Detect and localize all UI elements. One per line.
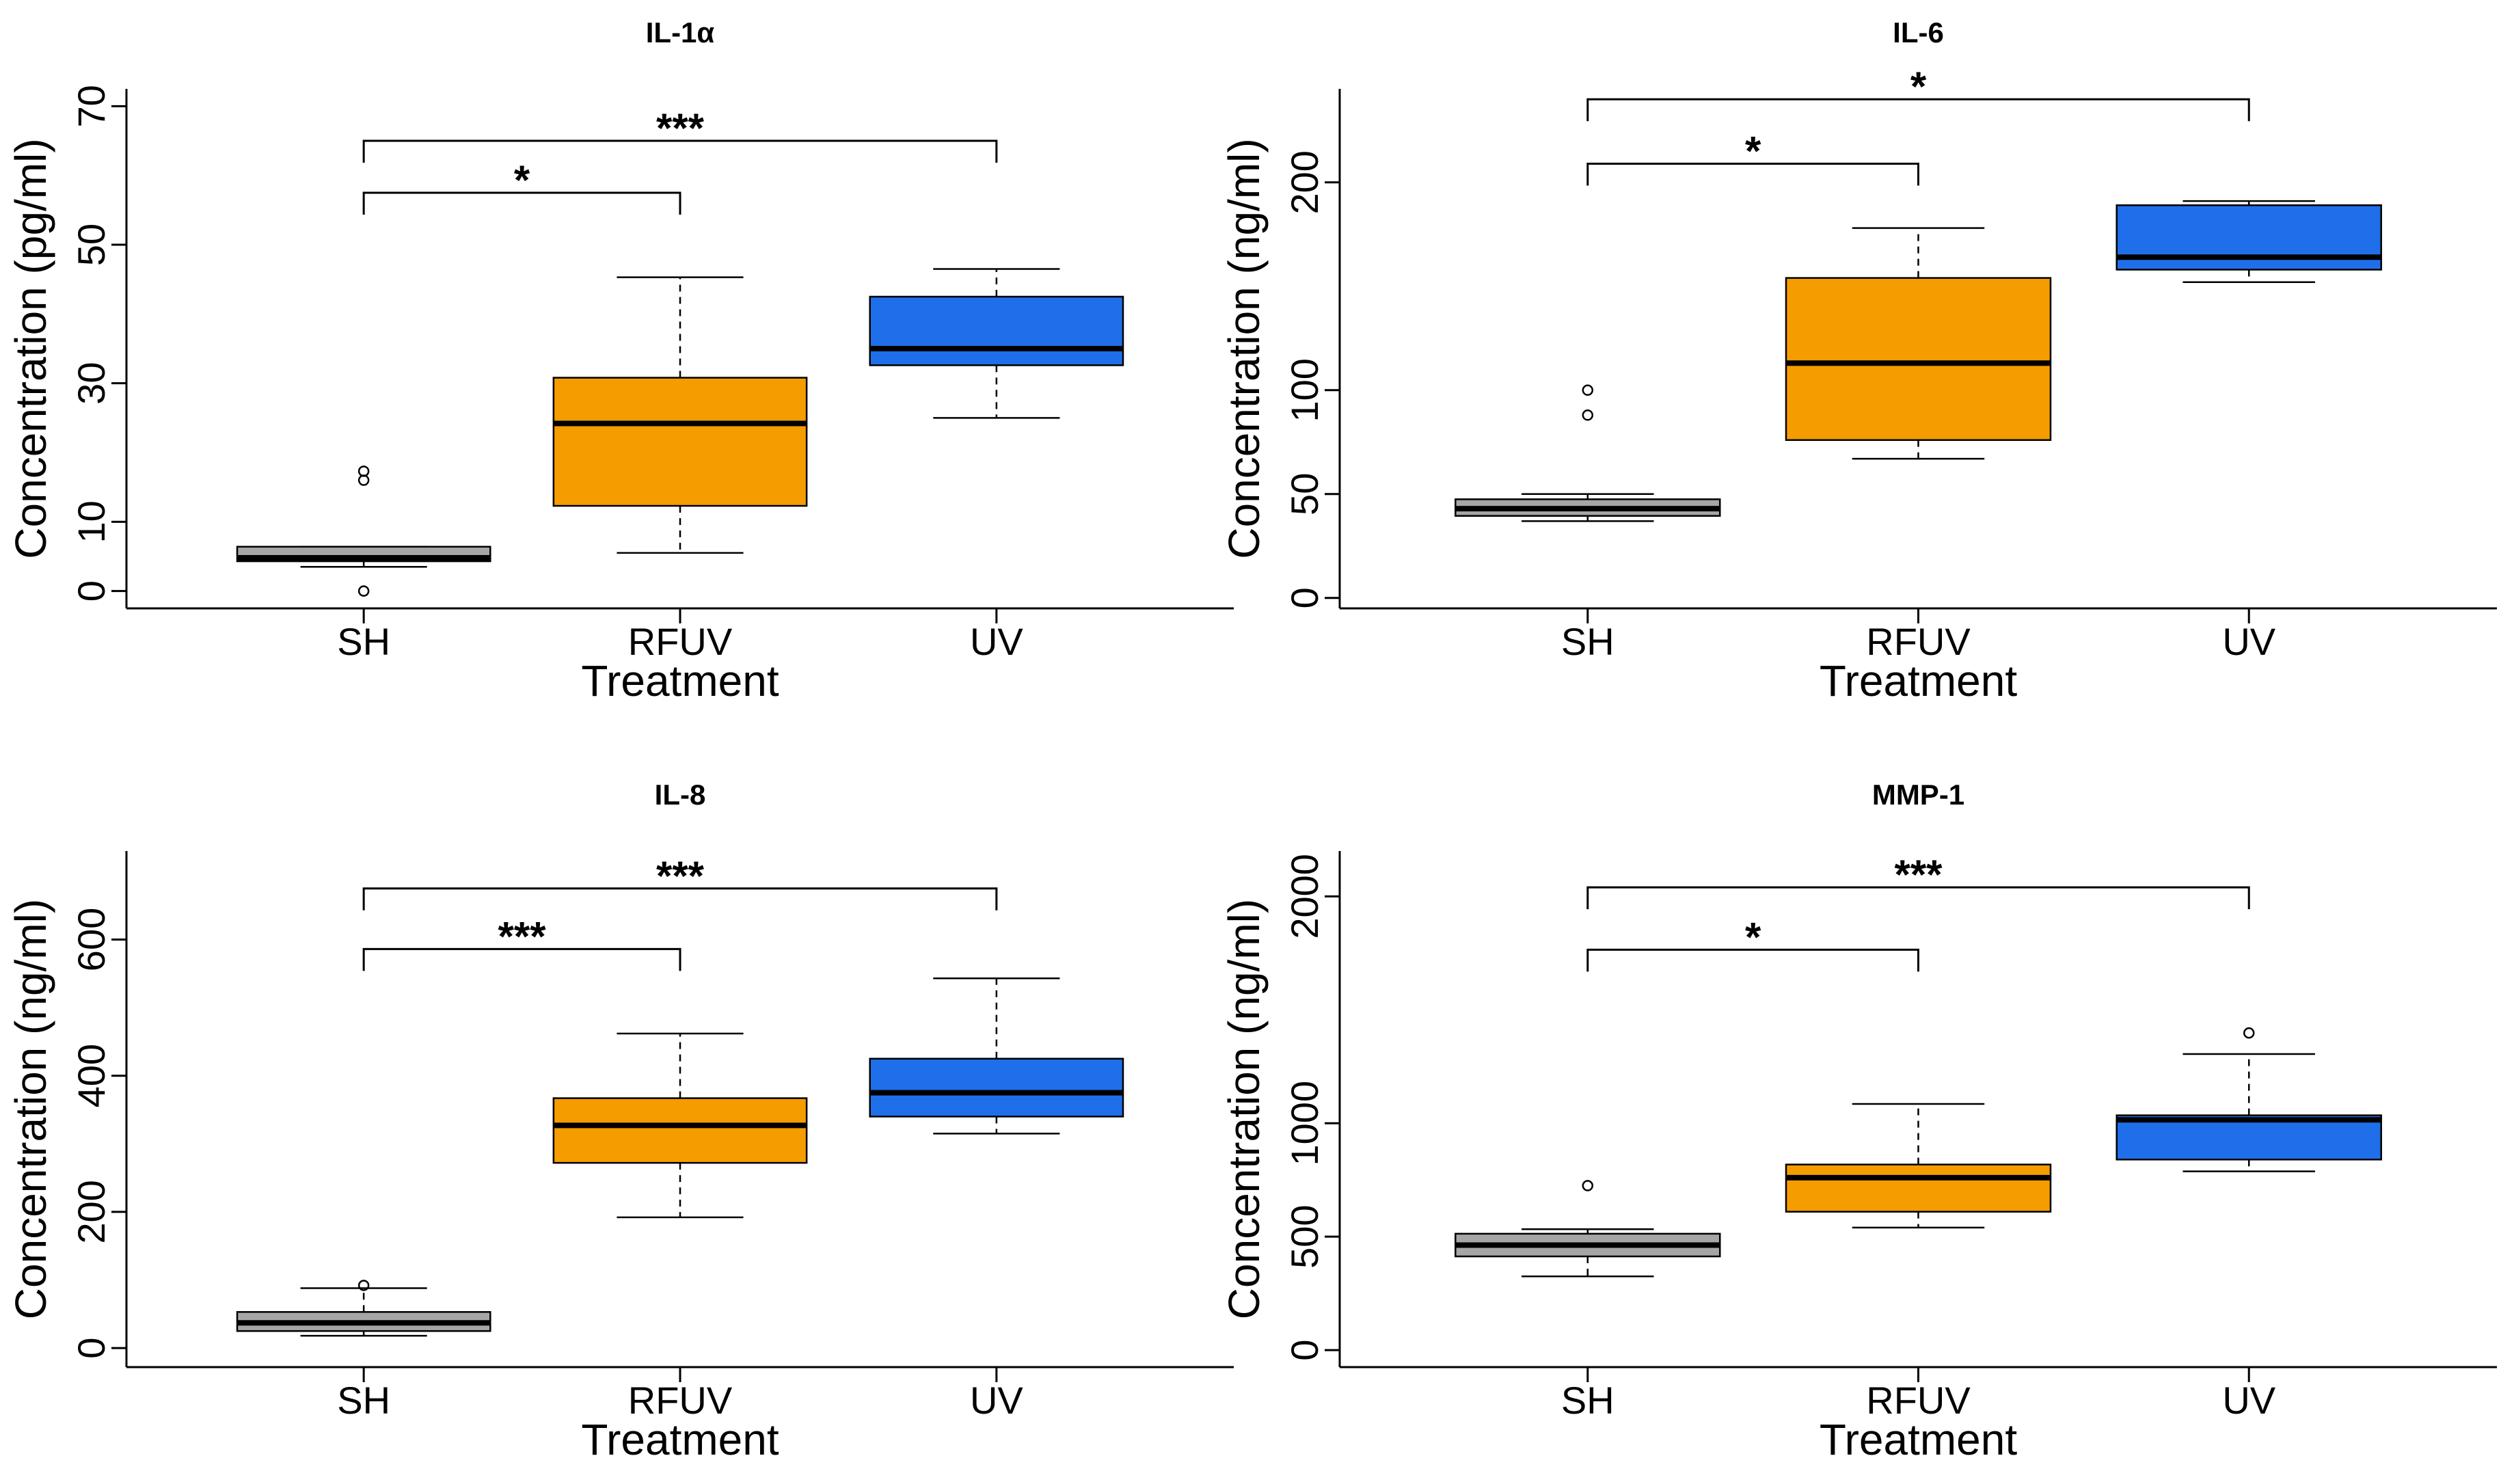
x-axis-label: Treatment xyxy=(581,1415,779,1464)
significance-label: * xyxy=(1745,914,1761,960)
box-uv xyxy=(869,1057,1124,1118)
panel-4: MMP-1 0 500 1000 2000 Concentration (ng/ml) SH… xyxy=(1219,779,2497,1464)
box-uv xyxy=(869,295,1124,366)
y-axis-label: Concentration (ng/ml) xyxy=(1219,138,1269,558)
chart-title: IL-8 xyxy=(655,779,706,811)
x-tick-label: UV xyxy=(970,620,1023,663)
outlier-point xyxy=(1582,384,1594,396)
significance-label: *** xyxy=(656,853,705,899)
chart-title: IL-6 xyxy=(1893,16,1944,49)
significance-label: *** xyxy=(1894,852,1943,898)
box-rfuv xyxy=(1785,1163,2052,1213)
outlier-point xyxy=(357,585,370,597)
outlier-point xyxy=(1582,409,1594,421)
significance-label: *** xyxy=(656,105,705,151)
x-tick-label: UV xyxy=(2222,620,2275,663)
x-tick-label: RFUV xyxy=(628,620,733,663)
significance-label: * xyxy=(1910,64,1927,109)
significance-label: * xyxy=(514,157,530,203)
significance-label: * xyxy=(1745,128,1761,174)
y-tick-label: 1000 xyxy=(1283,1081,1326,1166)
y-tick-label: 0 xyxy=(1283,587,1326,608)
x-tick-label: RFUV xyxy=(1866,620,1971,663)
significance-bracket xyxy=(1586,162,1919,186)
x-tick-label: RFUV xyxy=(628,1379,733,1422)
y-tick-label: 70 xyxy=(70,85,113,127)
box-rfuv xyxy=(552,377,808,507)
significance-bracket xyxy=(362,191,681,215)
outlier-point xyxy=(357,1280,370,1291)
x-tick-label: SH xyxy=(337,620,390,663)
y-tick-label: 400 xyxy=(70,1044,113,1107)
chart-title: IL-1α xyxy=(646,16,715,49)
significance-label: *** xyxy=(498,913,547,959)
chart-title: MMP-1 xyxy=(1872,779,1964,811)
y-tick-label: 0 xyxy=(70,1338,113,1359)
box-uv xyxy=(2116,204,2382,271)
y-tick-label: 200 xyxy=(70,1180,113,1243)
significance-bracket xyxy=(362,887,998,910)
significance-bracket xyxy=(1586,98,2250,122)
outlier-point xyxy=(2243,1027,2255,1039)
significance-bracket xyxy=(362,947,681,971)
box-rfuv xyxy=(552,1097,808,1164)
x-tick-label: SH xyxy=(1561,620,1614,663)
significance-bracket xyxy=(1586,886,2250,910)
x-tick-label: UV xyxy=(2222,1379,2275,1422)
x-axis-label: Treatment xyxy=(1820,1415,2018,1464)
y-tick-label: 50 xyxy=(1283,473,1326,515)
x-axis-label: Treatment xyxy=(1820,656,2018,705)
y-tick-label: 30 xyxy=(70,362,113,405)
y-tick-label: 2000 xyxy=(1283,854,1326,939)
y-tick-label: 50 xyxy=(70,224,113,266)
outlier-point xyxy=(357,466,370,477)
y-axis-label: Concentration (ng/ml) xyxy=(6,899,55,1319)
x-tick-label: RFUV xyxy=(1866,1379,1971,1422)
x-axis-label: Treatment xyxy=(581,656,779,705)
y-axis-label: Concentration (pg/ml) xyxy=(6,138,55,558)
significance-bracket xyxy=(362,139,998,163)
outlier-point xyxy=(357,474,370,486)
y-tick-label: 0 xyxy=(1283,1340,1326,1361)
y-tick-label: 0 xyxy=(70,580,113,602)
y-tick-label: 500 xyxy=(1283,1204,1326,1268)
y-axis-label: Concentration (ng/ml) xyxy=(1219,899,1269,1319)
y-tick-label: 600 xyxy=(70,908,113,971)
x-tick-label: SH xyxy=(1561,1379,1614,1422)
panel-1: IL-1α 0 10 30 50 70 Concentration (pg/ml) SH RFU… xyxy=(6,16,1234,705)
x-tick-label: SH xyxy=(337,1379,390,1422)
panel-2: IL-6 0 50 100 200 Concentration (ng/ml) SH RFUV… xyxy=(1219,16,2497,705)
significance-bracket xyxy=(1586,948,1919,972)
y-tick-label: 10 xyxy=(70,500,113,543)
box-uv xyxy=(2116,1114,2382,1161)
x-tick-label: UV xyxy=(970,1379,1023,1422)
y-tick-label: 100 xyxy=(1283,358,1326,422)
y-tick-label: 200 xyxy=(1283,150,1326,214)
outlier-point xyxy=(1582,1180,1594,1191)
box-rfuv xyxy=(1785,277,2052,442)
panel-3: IL-8 0 200 400 600 Concentration (ng/ml) SH RFU… xyxy=(6,779,1234,1464)
